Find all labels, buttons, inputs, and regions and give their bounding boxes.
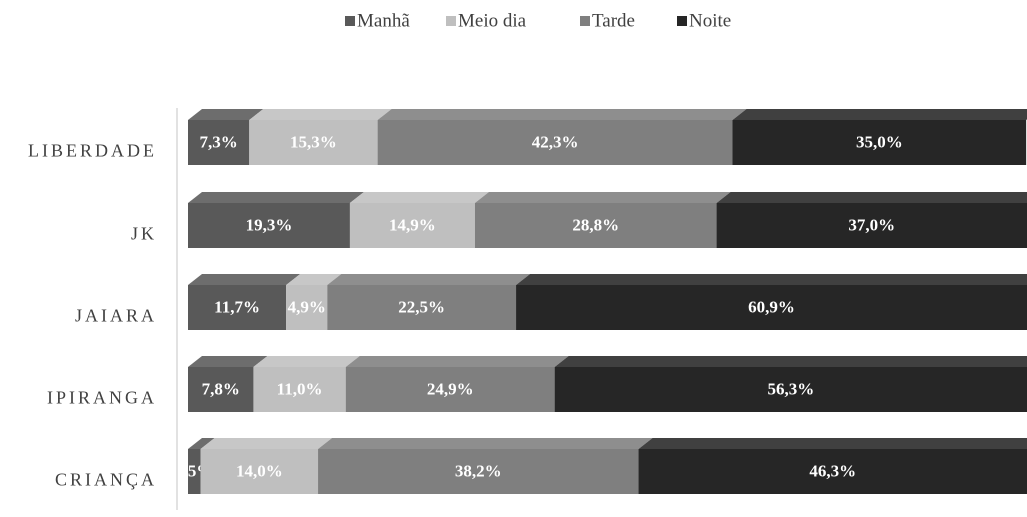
bar [732, 120, 1027, 165]
category-label: IPIRANGA [47, 388, 157, 408]
data-label: 28,8% [572, 215, 619, 234]
data-label: 56,3% [767, 379, 814, 398]
legend-swatch [446, 16, 456, 26]
data-label: 14,9% [389, 215, 436, 234]
bar-top [318, 438, 653, 449]
bar-top [638, 438, 1027, 449]
bar [474, 203, 717, 248]
bar [345, 367, 555, 412]
bar [349, 203, 475, 248]
bar [716, 203, 1027, 248]
legend-swatch [580, 16, 590, 26]
legend-label: Meio dia [458, 10, 527, 31]
bar [286, 285, 328, 330]
bar-top [188, 438, 215, 449]
data-label: 15,3% [290, 132, 337, 151]
data-label: 7,8% [202, 379, 240, 398]
bar-top [345, 356, 569, 367]
legend-label: Tarde [592, 10, 635, 31]
bar [188, 203, 350, 248]
bar-top [554, 356, 1027, 367]
plot-area: 7,3% 15,3% 42,3% 35,0% 19,3% 14,9% 28,8% 37,0% 1… [188, 109, 1027, 494]
category-label: JK [131, 224, 157, 244]
bar-top [188, 274, 301, 285]
bar [188, 367, 254, 412]
data-label: 60,9% [748, 297, 795, 316]
data-label: 14,0% [236, 461, 283, 480]
bar [638, 449, 1027, 494]
data-label: 24,9% [427, 379, 474, 398]
data-label: 38,2% [455, 461, 502, 480]
data-label: 37,0% [848, 215, 895, 234]
data-label: 4,9% [288, 297, 326, 316]
bar-top [188, 192, 364, 203]
bar [249, 120, 378, 165]
legend-swatch [345, 16, 355, 26]
category-label: JAIARA [75, 306, 157, 326]
bar-top [249, 109, 392, 120]
bar-top [188, 109, 264, 120]
data-label: 22,5% [398, 297, 445, 316]
bar [188, 120, 250, 165]
bar-top [474, 192, 731, 203]
legend-label: Noite [689, 10, 731, 31]
bar-top [377, 109, 747, 120]
bar [188, 285, 287, 330]
bar-top [327, 274, 531, 285]
bar-top [732, 109, 1027, 120]
bar [516, 285, 1027, 330]
category-label: LIBERDADE [28, 141, 157, 161]
bar [200, 449, 319, 494]
category-label: CRIANÇA [55, 470, 157, 490]
data-label: 42,3% [532, 132, 579, 151]
bar [327, 285, 517, 330]
data-label: 11,7% [214, 297, 260, 316]
bar-top [716, 192, 1027, 203]
bar [377, 120, 733, 165]
data-label: 46,3% [809, 461, 856, 480]
bar-top [349, 192, 489, 203]
bar [188, 449, 201, 494]
bar-top [253, 356, 360, 367]
bar-top [200, 438, 333, 449]
bar-top [286, 274, 342, 285]
bar-top [516, 274, 1027, 285]
data-label: 19,3% [246, 215, 293, 234]
bar [318, 449, 639, 494]
data-label: 7,3% [199, 132, 237, 151]
bar [253, 367, 346, 412]
data-label: 11,0% [277, 379, 323, 398]
bar-top [188, 356, 268, 367]
legend-swatch [677, 16, 687, 26]
legend-label: Manhã [357, 10, 410, 31]
bar [554, 367, 1027, 412]
data-label: 35,0% [856, 132, 903, 151]
